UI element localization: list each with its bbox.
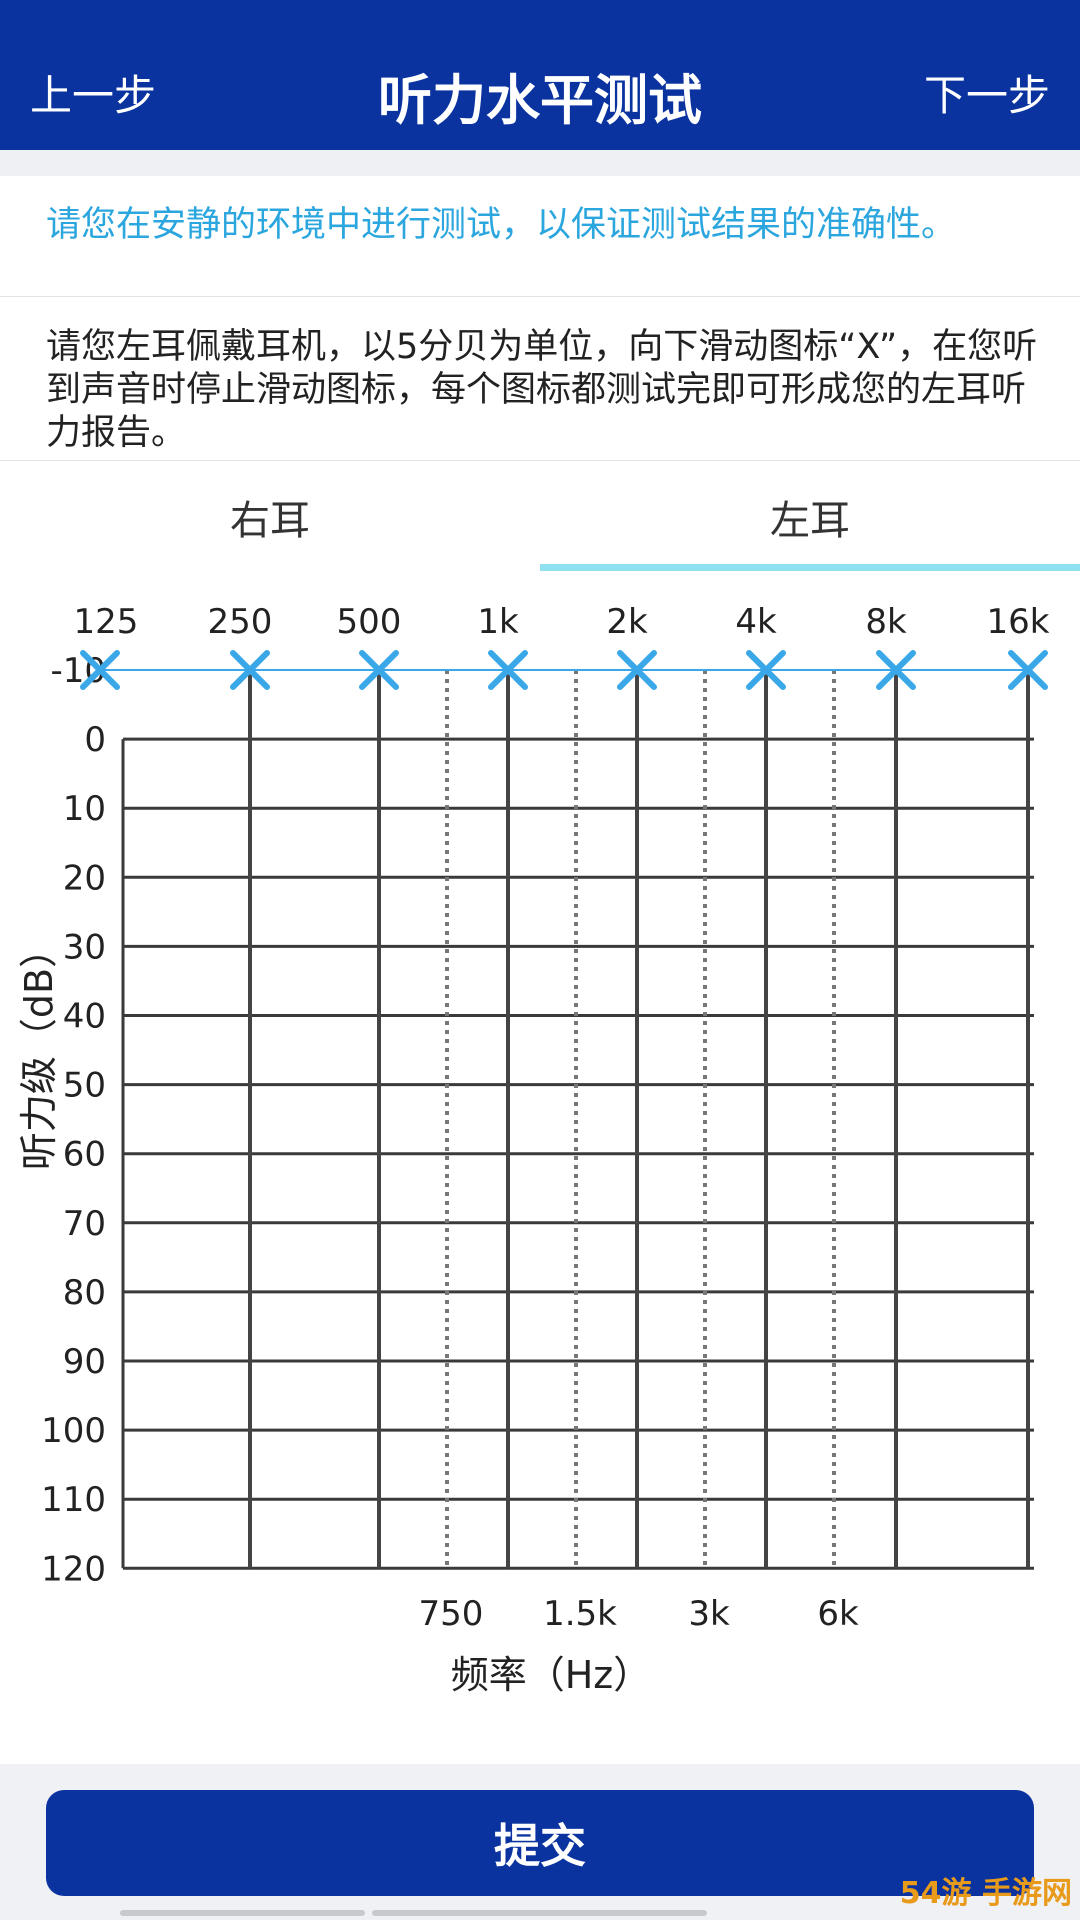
marker-stroke <box>1008 650 1048 690</box>
x-tick-label-bottom: 1.5k <box>543 1594 617 1634</box>
y-tick-label: 80 <box>63 1273 106 1313</box>
y-tick-label: 20 <box>63 858 106 898</box>
y-tick-label: 10 <box>63 789 106 829</box>
quiet-environment-notice: 请您在安静的环境中进行测试，以保证测试结果的准确性。 <box>46 205 957 245</box>
divider <box>0 460 1080 461</box>
threshold-marker-x[interactable] <box>746 650 786 690</box>
home-indicator <box>120 1910 365 1916</box>
y-tick-label: 70 <box>63 1204 106 1244</box>
y-tick-label: 0 <box>84 720 106 760</box>
x-tick-label-top: 250 <box>208 602 273 642</box>
threshold-marker-x[interactable] <box>488 650 528 690</box>
y-tick-label: 30 <box>63 927 106 967</box>
marker-stroke <box>80 650 120 690</box>
y-tick-label: 40 <box>63 997 106 1037</box>
x-tick-label-top: 8k <box>865 602 907 642</box>
page-title: 听力水平测试 <box>378 69 702 132</box>
marker-stroke <box>230 650 270 690</box>
x-tick-label-bottom: 750 <box>419 1594 484 1634</box>
header-bar: 上一步 听力水平测试 下一步 <box>0 0 1080 150</box>
back-button[interactable]: 上一步 <box>30 71 157 120</box>
header-gap <box>0 150 1080 176</box>
threshold-marker-x[interactable] <box>1008 650 1048 690</box>
y-tick-label: 100 <box>41 1411 106 1451</box>
marker-stroke <box>876 650 916 690</box>
marker-stroke <box>746 650 786 690</box>
threshold-marker-x[interactable] <box>230 650 270 690</box>
threshold-marker-x[interactable] <box>359 650 399 690</box>
threshold-marker-x[interactable] <box>80 650 120 690</box>
watermark-logo: 54游 手游网 <box>899 1876 1072 1911</box>
x-tick-label-top: 2k <box>606 602 648 642</box>
y-tick-label: 120 <box>41 1549 106 1589</box>
y-tick-label: 60 <box>63 1135 106 1175</box>
test-instructions: 请您左耳佩戴耳机，以5分贝为单位，向下滑动图标“X”，在您听到声音时停止滑动图标… <box>46 327 1038 453</box>
x-tick-label-top: 1k <box>477 602 519 642</box>
y-tick-label: 90 <box>63 1342 106 1382</box>
tab-left-ear[interactable]: 左耳 <box>770 498 850 544</box>
x-tick-label-top: 125 <box>74 602 139 642</box>
divider <box>0 296 1080 297</box>
tab-right-ear[interactable]: 右耳 <box>230 498 310 544</box>
threshold-marker-x[interactable] <box>617 650 657 690</box>
marker-stroke <box>359 650 399 690</box>
threshold-marker-x[interactable] <box>876 650 916 690</box>
tab-active-indicator <box>540 564 1080 571</box>
x-tick-label-bottom: 6k <box>817 1594 859 1634</box>
x-tick-label-top: 16k <box>987 602 1050 642</box>
y-tick-label: 50 <box>63 1066 106 1106</box>
x-tick-label-top: 500 <box>337 602 402 642</box>
x-tick-label-bottom: 3k <box>688 1594 730 1634</box>
marker-stroke <box>617 650 657 690</box>
y-tick-label: 110 <box>41 1480 106 1520</box>
y-axis-title: 听力级（dB） <box>17 930 61 1170</box>
marker-stroke <box>488 650 528 690</box>
x-axis-title: 频率（Hz） <box>451 1653 652 1697</box>
home-indicator <box>372 1910 707 1916</box>
next-button[interactable]: 下一步 <box>923 71 1050 120</box>
x-tick-label-top: 4k <box>735 602 777 642</box>
submit-button[interactable]: 提交 <box>46 1790 1034 1896</box>
